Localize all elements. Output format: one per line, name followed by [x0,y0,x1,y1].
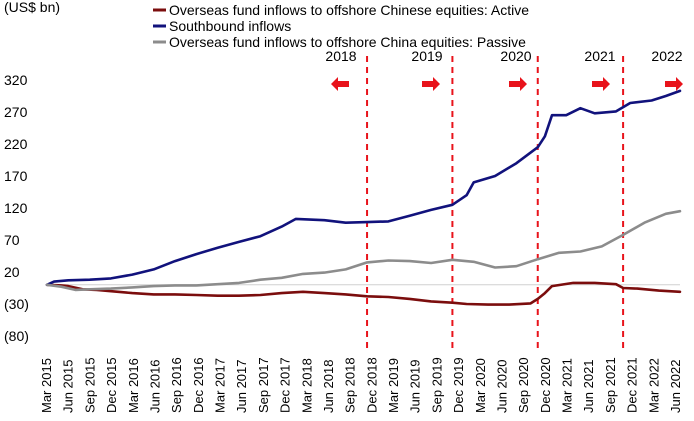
y-tick-label: 270 [4,104,28,120]
x-tick-label: Sep 2020 [516,357,531,413]
year-markers: 2018 2019 2020 2021 2022 [325,48,683,91]
series-lines [45,89,682,306]
legend: Overseas fund inflows to offshore Chines… [153,2,529,50]
x-tick-label: Dec 2020 [538,357,553,413]
x-tick-label: Sep 2017 [256,357,271,413]
x-tick-label: Dec 2015 [104,357,119,413]
x-axis-ticks: Mar 2015 Jun 2015 Sep 2015 Dec 2015 Mar 2016… [39,357,683,413]
series-line-active [45,281,682,306]
year-label-2020: 2020 [500,48,531,64]
x-tick-label: Sep 2018 [343,357,358,413]
legend-label-passive: Overseas fund inflows to offshore China … [169,34,526,50]
x-tick-label: Dec 2018 [364,357,379,413]
x-tick-label: Jun 2015 [61,360,76,414]
year-label-2022: 2022 [651,48,682,64]
x-tick-label: Mar 2019 [386,358,401,413]
x-tick-label: Mar 2017 [213,358,228,413]
x-tick-label: Jun 2019 [408,359,423,413]
year-arrow-2022 [665,77,683,91]
y-axis-ticks: 320 270 220 170 120 70 20 (30) (80) [4,72,29,344]
x-tick-label: Sep 2021 [603,357,618,413]
x-tick-label: Dec 2016 [191,357,206,413]
series-line-passive [45,209,682,292]
x-tick-label: Mar 2018 [299,358,314,413]
y-unit-label: (US$ bn) [4,0,60,15]
y-tick-label: 170 [4,168,28,184]
y-tick-label: 320 [4,72,28,88]
x-tick-label: Mar 2022 [646,358,661,413]
x-tick-label: Jun 2017 [234,359,249,413]
y-tick-label: 70 [4,232,20,248]
x-tick-label: Jun 2021 [581,359,596,413]
x-tick-label: Sep 2016 [169,357,184,413]
year-dividers [366,56,625,352]
year-arrow-2018 [331,77,349,91]
year-arrow-2019 [422,77,440,91]
y-tick-label: 120 [4,200,28,216]
y-tick-label: 220 [4,136,28,152]
x-tick-label: Dec 2021 [625,357,640,413]
year-label-2021: 2021 [584,48,615,64]
x-tick-label: Mar 2016 [126,358,141,413]
year-label-2018: 2018 [325,48,356,64]
legend-label-active: Overseas fund inflows to offshore Chines… [169,2,529,18]
x-tick-label: Dec 2019 [451,357,466,413]
x-tick-label: Sep 2019 [429,357,444,413]
y-tick-label: 20 [4,264,20,280]
x-tick-label: Jun 2020 [495,360,510,414]
year-arrow-2020 [509,77,527,91]
x-tick-label: Jun 2022 [668,360,683,414]
x-tick-label: Mar 2020 [473,358,488,413]
y-tick-label: (80) [4,328,29,344]
x-tick-label: Mar 2015 [39,358,54,413]
x-tick-label: Jun 2016 [147,359,162,413]
year-arrow-2021 [592,77,610,91]
x-tick-label: Mar 2021 [560,358,575,413]
x-tick-label: Dec 2017 [278,357,293,413]
year-label-2019: 2019 [411,48,442,64]
x-tick-label: Jun 2018 [321,360,336,414]
legend-label-southbound: Southbound inflows [169,18,291,34]
y-tick-label: (30) [4,296,29,312]
x-tick-label: Sep 2015 [82,357,97,413]
series-line-southbound [45,89,682,287]
